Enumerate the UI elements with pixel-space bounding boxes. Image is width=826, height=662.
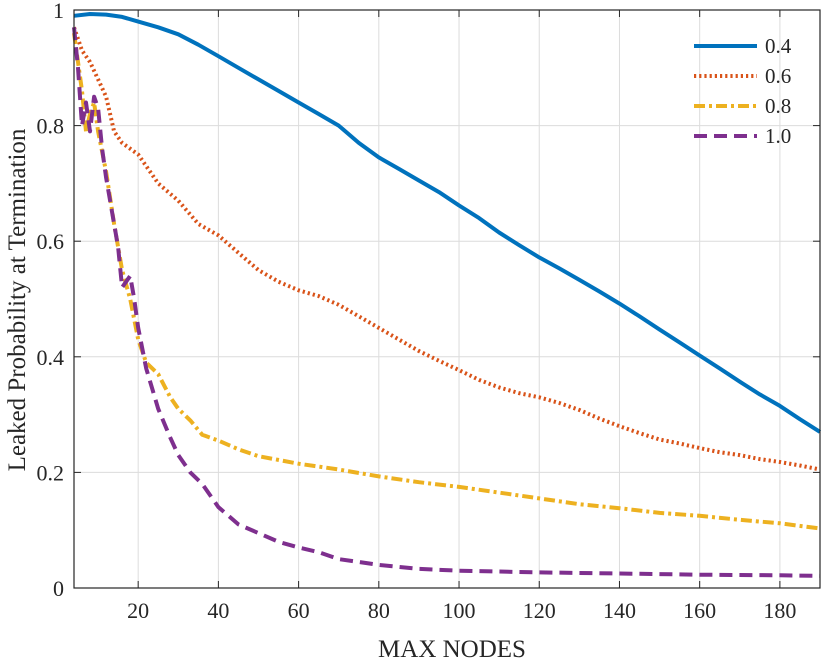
legend-label: 0.4 <box>765 34 792 58</box>
x-tick-label: 140 <box>603 598 636 623</box>
y-tick-label: 1 <box>53 0 64 23</box>
axes <box>73 9 821 589</box>
x-axis-label: MAX NODES <box>378 636 526 662</box>
y-tick-label: 0.8 <box>37 114 65 139</box>
series-line-0-6 <box>72 26 821 472</box>
legend: 0.4 0.6 0.8 1.0 <box>694 34 792 148</box>
y-tick-label: 0.6 <box>37 229 65 254</box>
y-tick-label: 0.4 <box>37 345 65 370</box>
series-line-0-4 <box>73 12 822 434</box>
x-tick-label: 120 <box>523 598 556 623</box>
y-tick-labels: 0 0.2 0.4 0.6 0.8 1 <box>37 0 65 601</box>
x-tick-label: 20 <box>127 598 149 623</box>
x-tick-label: 100 <box>443 598 476 623</box>
y-tick-label: 0.2 <box>37 460 65 485</box>
x-tick-label: 180 <box>763 598 796 623</box>
x-tick-label: 160 <box>683 598 716 623</box>
x-tick-label: 40 <box>207 598 229 623</box>
x-tick-labels: 20 40 60 80 100 120 140 160 180 <box>127 598 796 623</box>
y-tick-label: 0 <box>53 576 64 601</box>
plot-frame <box>73 9 821 589</box>
series-line-1-0 <box>72 27 821 578</box>
x-tick-label: 80 <box>368 598 390 623</box>
legend-label: 0.6 <box>765 64 791 88</box>
y-axis-label: Leaked Probability at Termination <box>4 128 31 471</box>
series-lines <box>72 12 822 578</box>
grid-lines <box>74 9 820 589</box>
legend-label: 1.0 <box>765 124 791 148</box>
x-tick-label: 60 <box>288 598 310 623</box>
legend-label: 0.8 <box>765 94 791 118</box>
